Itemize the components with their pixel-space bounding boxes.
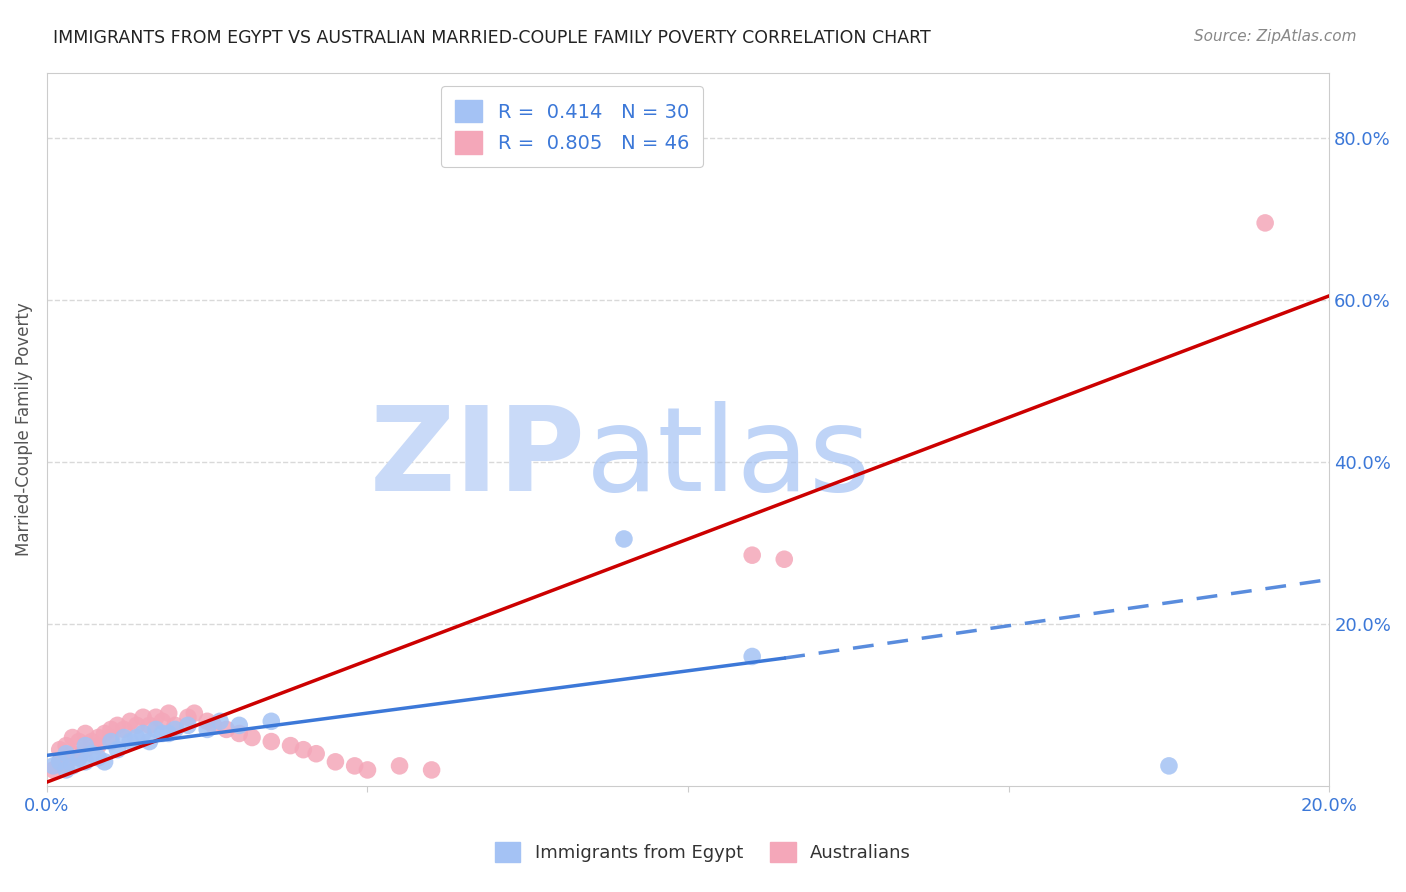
Point bbox=[138, 718, 160, 732]
Point bbox=[93, 755, 115, 769]
Text: IMMIGRANTS FROM EGYPT VS AUSTRALIAN MARRIED-COUPLE FAMILY POVERTY CORRELATION CH: IMMIGRANTS FROM EGYPT VS AUSTRALIAN MARR… bbox=[53, 29, 931, 46]
Point bbox=[150, 726, 173, 740]
Text: ZIP: ZIP bbox=[370, 401, 585, 516]
Point bbox=[55, 763, 77, 777]
Point bbox=[420, 763, 443, 777]
Point bbox=[48, 755, 70, 769]
Point bbox=[177, 718, 200, 732]
Point bbox=[325, 755, 347, 769]
Point bbox=[75, 726, 97, 740]
Point bbox=[208, 714, 231, 729]
Point bbox=[75, 755, 97, 769]
Point bbox=[228, 718, 250, 732]
Point bbox=[195, 714, 218, 729]
Point bbox=[67, 751, 90, 765]
Point bbox=[100, 731, 122, 745]
Point bbox=[48, 742, 70, 756]
Legend: R =  0.414   N = 30, R =  0.805   N = 46: R = 0.414 N = 30, R = 0.805 N = 46 bbox=[441, 87, 703, 167]
Y-axis label: Married-Couple Family Poverty: Married-Couple Family Poverty bbox=[15, 302, 32, 557]
Point bbox=[112, 731, 135, 745]
Point bbox=[195, 723, 218, 737]
Point bbox=[741, 649, 763, 664]
Point bbox=[165, 723, 187, 737]
Point bbox=[48, 755, 70, 769]
Point bbox=[62, 747, 84, 761]
Point bbox=[75, 742, 97, 756]
Point bbox=[100, 734, 122, 748]
Point bbox=[215, 723, 238, 737]
Point bbox=[741, 548, 763, 562]
Legend: Immigrants from Egypt, Australians: Immigrants from Egypt, Australians bbox=[488, 834, 918, 870]
Point bbox=[93, 726, 115, 740]
Point bbox=[150, 714, 173, 729]
Point bbox=[132, 726, 155, 740]
Point bbox=[67, 734, 90, 748]
Point bbox=[240, 731, 263, 745]
Point bbox=[145, 710, 167, 724]
Point bbox=[138, 734, 160, 748]
Point bbox=[67, 751, 90, 765]
Point bbox=[100, 723, 122, 737]
Point bbox=[42, 763, 65, 777]
Point bbox=[292, 742, 315, 756]
Point bbox=[343, 759, 366, 773]
Point bbox=[107, 718, 129, 732]
Point bbox=[177, 710, 200, 724]
Point bbox=[157, 706, 180, 721]
Point bbox=[112, 723, 135, 737]
Point bbox=[120, 714, 142, 729]
Point bbox=[80, 734, 103, 748]
Point bbox=[80, 747, 103, 761]
Point bbox=[55, 739, 77, 753]
Point bbox=[62, 759, 84, 773]
Point bbox=[62, 731, 84, 745]
Point bbox=[132, 710, 155, 724]
Point bbox=[165, 718, 187, 732]
Point bbox=[157, 726, 180, 740]
Point bbox=[120, 734, 142, 748]
Point bbox=[183, 706, 205, 721]
Point bbox=[145, 723, 167, 737]
Point bbox=[202, 718, 225, 732]
Point bbox=[125, 731, 148, 745]
Point bbox=[125, 718, 148, 732]
Point bbox=[55, 747, 77, 761]
Point bbox=[1254, 216, 1277, 230]
Point bbox=[42, 759, 65, 773]
Point bbox=[388, 759, 411, 773]
Point bbox=[1157, 759, 1180, 773]
Point bbox=[280, 739, 302, 753]
Point bbox=[305, 747, 328, 761]
Point bbox=[228, 726, 250, 740]
Point bbox=[260, 734, 283, 748]
Point bbox=[55, 759, 77, 773]
Point bbox=[107, 742, 129, 756]
Point bbox=[87, 751, 110, 765]
Point bbox=[356, 763, 378, 777]
Point bbox=[87, 731, 110, 745]
Point bbox=[613, 532, 636, 546]
Point bbox=[773, 552, 796, 566]
Text: atlas: atlas bbox=[585, 401, 870, 516]
Point bbox=[260, 714, 283, 729]
Text: Source: ZipAtlas.com: Source: ZipAtlas.com bbox=[1194, 29, 1357, 44]
Point bbox=[75, 739, 97, 753]
Point bbox=[87, 739, 110, 753]
